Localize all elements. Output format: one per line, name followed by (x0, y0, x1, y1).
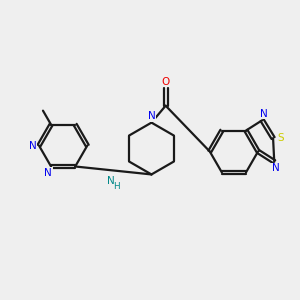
Text: N: N (106, 176, 114, 186)
Text: S: S (277, 133, 284, 143)
Text: N: N (28, 141, 36, 151)
Text: N: N (272, 163, 280, 173)
Text: O: O (161, 76, 170, 87)
Text: N: N (148, 111, 155, 121)
Text: H: H (114, 182, 120, 191)
Text: N: N (44, 168, 52, 178)
Text: N: N (260, 109, 268, 119)
